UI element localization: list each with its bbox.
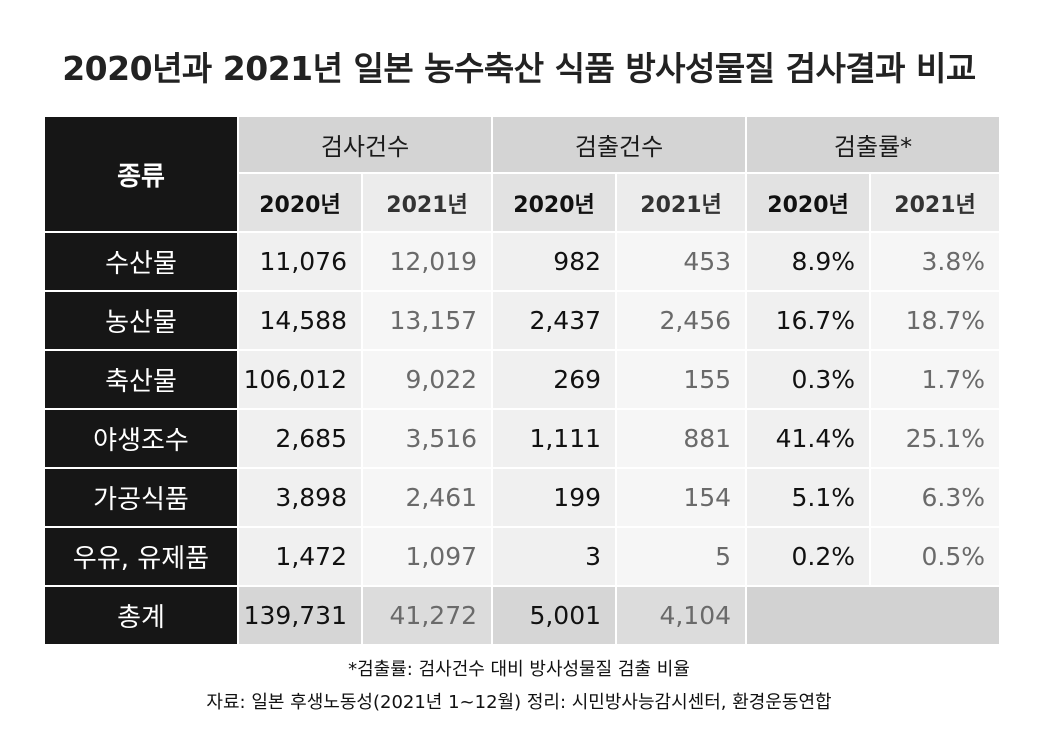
table-cell: 1,472: [238, 527, 362, 586]
table-cell: 106,012: [238, 350, 362, 409]
table-cell: 982: [492, 232, 617, 291]
table-cell: 11,076: [238, 232, 362, 291]
table-cell: 9,022: [362, 350, 493, 409]
table-cell: 1.7%: [870, 350, 1001, 409]
total-empty-cell: [746, 586, 1001, 645]
total-label: 총계: [44, 586, 238, 645]
table-cell: 0.2%: [746, 527, 871, 586]
total-cell: 139,731: [238, 586, 362, 645]
table-cell: 2,437: [492, 291, 617, 350]
table-cell: 41.4%: [746, 409, 871, 468]
table-cell: 453: [616, 232, 747, 291]
table-cell: 16.7%: [746, 291, 871, 350]
row-label: 가공식품: [44, 468, 238, 527]
group-header-inspections: 검사건수: [238, 116, 493, 173]
table-group-header-row: 종류 검사건수 검출건수 검출률*: [44, 116, 1001, 232]
year-header: 2020년: [238, 173, 362, 232]
row-label: 야생조수: [44, 409, 238, 468]
table-cell: 8.9%: [746, 232, 871, 291]
table-cell: 155: [616, 350, 747, 409]
footnote: *검출률: 검사건수 대비 방사성물질 검출 비율: [348, 659, 690, 680]
table-row: 수산물 11,076 12,019 982 453 8.9% 3.8%: [44, 232, 1001, 291]
total-cell: 41,272: [362, 586, 493, 645]
table-row: 가공식품 3,898 2,461 199 154 5.1% 6.3%: [44, 468, 1001, 527]
table-cell: 5: [616, 527, 747, 586]
table-cell: 0.5%: [870, 527, 1001, 586]
table-cell: 3,898: [238, 468, 362, 527]
total-row: 총계 139,731 41,272 5,001 4,104: [44, 586, 1001, 645]
table-cell: 5.1%: [746, 468, 871, 527]
table-cell: 25.1%: [870, 409, 1001, 468]
table-row: 농산물 14,588 13,157 2,437 2,456 16.7% 18.7%: [44, 291, 1001, 350]
table-cell: 13,157: [362, 291, 493, 350]
table-body: 종류 검사건수 검출건수 검출률* 2020년 2021년 2020년 2021…: [44, 116, 1001, 645]
year-header: 2020년: [746, 173, 871, 232]
source-note: 자료: 일본 후생노동성(2021년 1~12월) 정리: 시민방사능감시센터,…: [206, 692, 832, 713]
table-cell: 6.3%: [870, 468, 1001, 527]
table-cell: 3.8%: [870, 232, 1001, 291]
total-cell: 5,001: [492, 586, 617, 645]
table-row: 축산물 106,012 9,022 269 155 0.3% 1.7%: [44, 350, 1001, 409]
table-cell: 3: [492, 527, 617, 586]
table-cell: 2,685: [238, 409, 362, 468]
comparison-table: 종류 검사건수 검출건수 검출률* 2020년 2021년 2020년 2021…: [44, 116, 1001, 645]
table-row: 야생조수 2,685 3,516 1,111 881 41.4% 25.1%: [44, 409, 1001, 468]
year-header: 2021년: [870, 173, 1001, 232]
table-cell: 2,456: [616, 291, 747, 350]
table-cell: 0.3%: [746, 350, 871, 409]
year-header: 2020년: [492, 173, 617, 232]
group-header-detection-rate: 검출률*: [746, 116, 1001, 173]
total-cell: 4,104: [616, 586, 747, 645]
table-cell: 18.7%: [870, 291, 1001, 350]
chart-title: 2020년과 2021년 일본 농수축산 식품 방사성물질 검사결과 비교: [62, 49, 976, 88]
table-cell: 14,588: [238, 291, 362, 350]
year-header: 2021년: [616, 173, 747, 232]
table-year-header-row: 2020년 2021년 2020년 2021년 2020년 2021년: [44, 173, 1001, 232]
table-cell: 1,097: [362, 527, 493, 586]
table-cell: 199: [492, 468, 617, 527]
table-cell: 269: [492, 350, 617, 409]
table-cell: 12,019: [362, 232, 493, 291]
table-cell: 2,461: [362, 468, 493, 527]
row-label: 축산물: [44, 350, 238, 409]
table-row: 우유, 유제품 1,472 1,097 3 5 0.2% 0.5%: [44, 527, 1001, 586]
table-cell: 154: [616, 468, 747, 527]
group-header-detections: 검출건수: [492, 116, 747, 173]
row-label: 우유, 유제품: [44, 527, 238, 586]
table-cell: 3,516: [362, 409, 493, 468]
table-cell: 1,111: [492, 409, 617, 468]
table-cell: 881: [616, 409, 747, 468]
year-header: 2021년: [362, 173, 493, 232]
row-label: 수산물: [44, 232, 238, 291]
row-label: 농산물: [44, 291, 238, 350]
category-header: 종류: [44, 116, 238, 232]
